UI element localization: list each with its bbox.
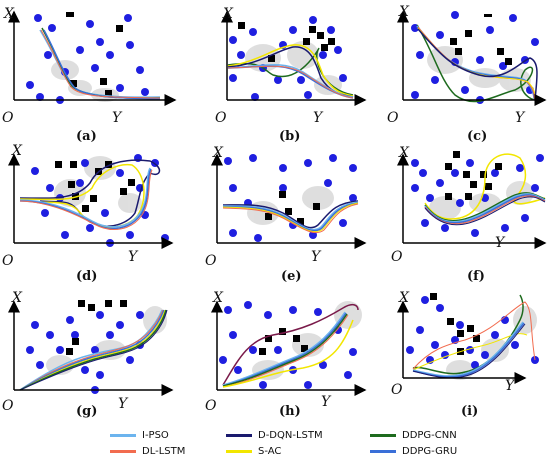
origin-label: O <box>2 398 14 414</box>
shadow-band <box>427 46 531 92</box>
panel-h: X Y O (h) <box>205 290 367 419</box>
axis-y-label: Y <box>118 396 129 412</box>
origin-label: O <box>391 249 403 265</box>
paths <box>227 44 354 99</box>
legend-item: DL-LSTM <box>110 446 185 457</box>
paths <box>222 303 359 388</box>
obstacle-squares <box>66 12 123 97</box>
legend-item: S-AC <box>226 446 281 457</box>
legend-swatch <box>226 450 252 453</box>
axis-y-label: Y <box>495 235 506 251</box>
panel-i: X Y O (i) <box>391 290 539 419</box>
panel-a: X Y O (a) <box>2 6 177 144</box>
axis-x-label: X <box>212 145 224 161</box>
obstacle-circles <box>411 11 539 104</box>
axis-y-label: Y <box>321 394 332 410</box>
obstacle-circles <box>26 14 149 104</box>
legend-item: I-PSO <box>110 430 169 441</box>
origin-label: O <box>391 382 403 398</box>
legend-label: D-DQN-LSTM <box>258 430 323 441</box>
legend-item: DDPG-CNN <box>370 430 457 441</box>
axis-y-label: Y <box>128 249 139 265</box>
legend-swatch <box>110 450 136 453</box>
obstacle-squares <box>259 328 308 355</box>
panel-label: (h) <box>279 404 301 419</box>
panel-label: (c) <box>467 129 487 144</box>
panel-label: (a) <box>76 129 97 144</box>
axis-y-label: Y <box>313 110 324 126</box>
panel-c: X Y O (c) <box>387 4 547 144</box>
origin-label: O <box>387 110 399 126</box>
legend-swatch <box>370 434 396 437</box>
legend: I-PSO DL-LSTM D-DQN-LSTM S-AC DDPG-CNN D… <box>110 428 540 460</box>
obstacle-circles <box>26 311 144 394</box>
axis-x-label: X <box>11 290 23 306</box>
panel-label: (d) <box>76 269 97 284</box>
paths <box>222 200 359 234</box>
axis-x-label: X <box>398 4 410 20</box>
panel-d: X Y O (d) <box>2 143 174 284</box>
obstacle-squares <box>66 300 127 355</box>
paths <box>416 24 538 103</box>
axis-y-label: Y <box>112 110 123 126</box>
obstacle-squares <box>450 14 512 65</box>
panel-label: (f) <box>467 269 485 284</box>
legend-label: I-PSO <box>142 430 169 441</box>
paths <box>19 309 168 391</box>
obstacle-circles <box>224 154 357 242</box>
axis-x-label: X <box>3 6 15 22</box>
legend-label: DDPG-CNN <box>402 430 457 441</box>
obstacle-squares <box>238 22 335 62</box>
obstacle-squares <box>445 151 502 200</box>
panel-label: (i) <box>461 404 478 419</box>
axis-y-label: Y <box>311 249 322 265</box>
paths <box>39 27 161 100</box>
obstacle-circles <box>229 16 347 101</box>
panel-label: (b) <box>279 129 300 144</box>
obstacle-circles <box>219 301 357 389</box>
legend-label: S-AC <box>258 446 282 457</box>
legend-item: D-DQN-LSTM <box>226 430 323 441</box>
axis-x-label: X <box>398 290 410 306</box>
origin-label: O <box>2 253 14 269</box>
axis-x-label: X <box>222 6 234 22</box>
axis-y-label: Y <box>505 378 516 394</box>
axis-x-label: X <box>212 290 224 306</box>
legend-swatch <box>110 434 136 437</box>
origin-label: O <box>2 110 14 126</box>
axis-y-label: Y <box>515 110 526 126</box>
origin-label: O <box>205 398 217 414</box>
legend-label: DDPG-GRU <box>402 446 458 457</box>
paths <box>19 159 161 231</box>
panel-f: X Y O (f) <box>391 145 547 284</box>
legend-swatch <box>370 450 396 453</box>
origin-label: O <box>215 110 227 126</box>
legend-item: DDPG-GRU <box>370 446 457 457</box>
panel-g: X Y O (g) <box>2 290 174 419</box>
origin-label: O <box>205 253 217 269</box>
legend-label: DL-LSTM <box>142 446 186 457</box>
paths <box>412 294 536 379</box>
axis-x-label: X <box>398 145 410 161</box>
obstacle-circles <box>406 296 539 369</box>
panel-label: (g) <box>76 404 97 419</box>
paths <box>424 153 546 226</box>
panel-e: X Y O (e) <box>205 145 367 284</box>
panel-label: (e) <box>281 269 302 284</box>
axis-x-label: X <box>11 143 23 159</box>
legend-swatch <box>226 434 252 437</box>
obstacle-squares <box>265 191 320 225</box>
panel-b: X Y O (b) <box>215 6 367 144</box>
